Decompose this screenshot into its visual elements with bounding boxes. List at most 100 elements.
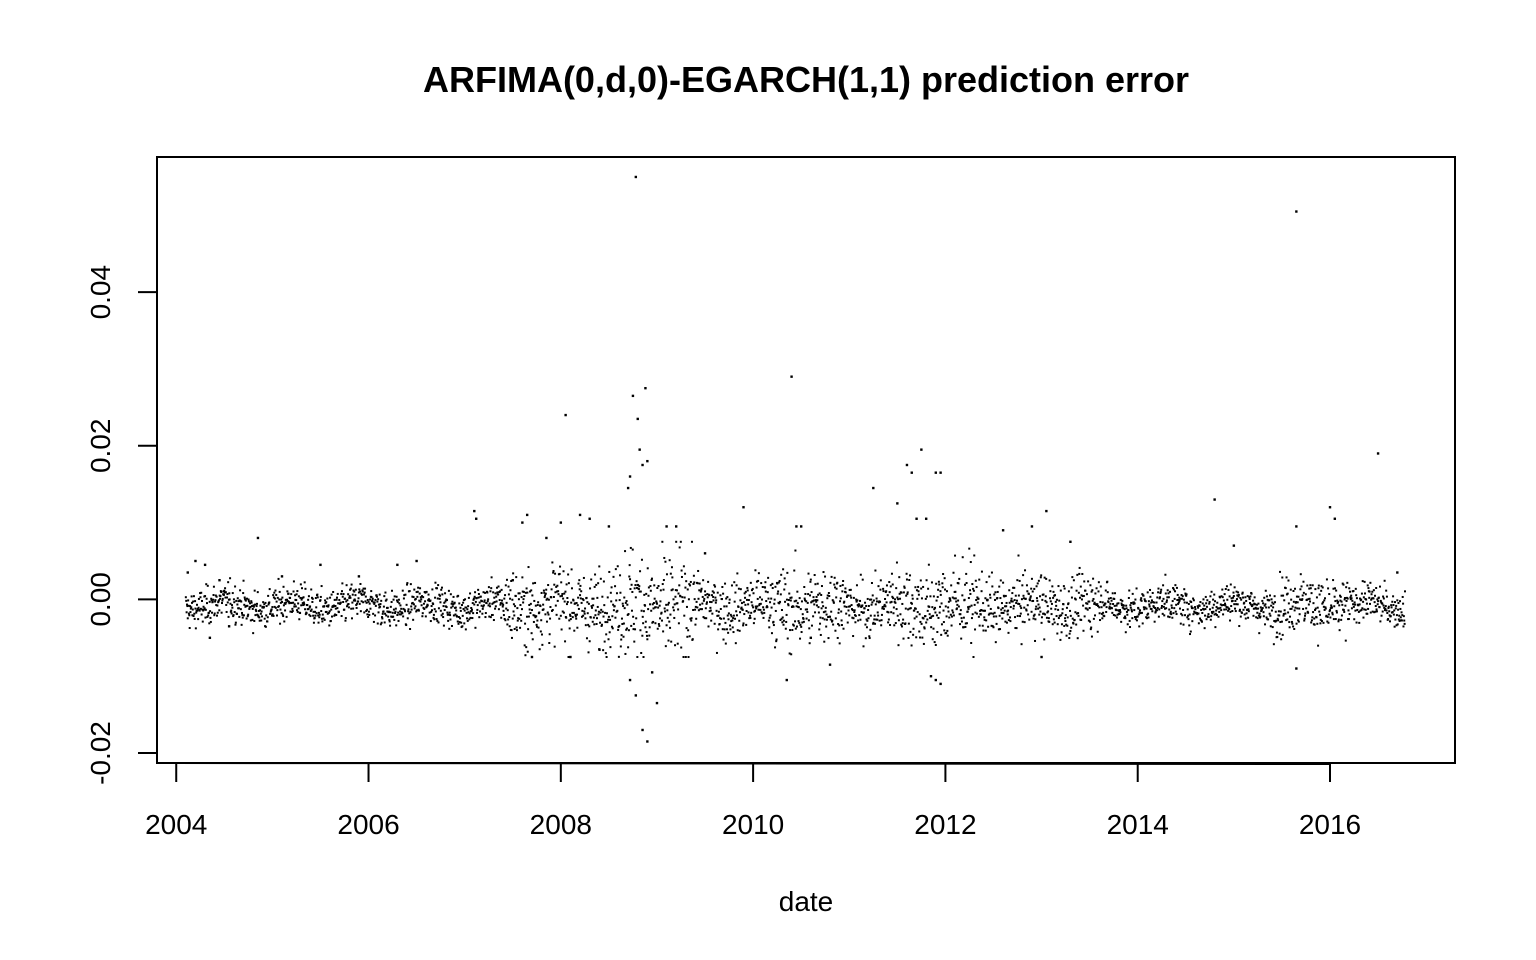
data-point	[1312, 611, 1315, 614]
data-point	[1197, 612, 1200, 615]
data-point	[1171, 616, 1174, 619]
data-point	[958, 577, 961, 580]
data-point	[615, 599, 618, 602]
data-point	[836, 581, 839, 584]
data-point	[324, 599, 327, 602]
data-point	[396, 614, 399, 617]
data-point	[829, 618, 832, 621]
data-point	[1175, 613, 1178, 616]
data-point	[1002, 581, 1005, 584]
data-point	[230, 604, 233, 607]
data-point	[868, 637, 871, 640]
data-point	[768, 626, 771, 629]
data-point	[256, 536, 260, 540]
data-point	[1232, 596, 1235, 599]
data-point	[719, 607, 722, 610]
data-point	[852, 596, 855, 599]
data-point	[249, 605, 252, 608]
data-point	[865, 604, 868, 607]
data-point	[1157, 615, 1160, 618]
data-point	[840, 610, 843, 613]
data-point	[690, 617, 693, 620]
data-point	[795, 605, 798, 608]
data-point	[609, 591, 612, 594]
data-point	[237, 607, 240, 610]
data-point	[1104, 602, 1107, 605]
data-point	[502, 603, 505, 606]
data-point	[483, 600, 486, 603]
data-point	[492, 601, 495, 604]
data-point	[1195, 612, 1198, 615]
data-point	[404, 610, 407, 613]
data-point	[342, 601, 345, 604]
data-point	[409, 583, 412, 586]
data-point	[1282, 614, 1285, 617]
data-point	[1312, 602, 1315, 605]
data-point	[1310, 592, 1313, 595]
data-point	[986, 598, 989, 601]
data-point	[523, 595, 526, 598]
data-point	[677, 608, 680, 611]
data-point	[519, 614, 522, 617]
data-point	[915, 636, 918, 639]
data-point	[1152, 601, 1155, 604]
data-point	[728, 598, 731, 601]
data-point	[650, 577, 653, 580]
data-point	[1005, 601, 1008, 604]
data-point	[524, 591, 527, 594]
data-point	[803, 586, 806, 589]
data-point	[577, 596, 580, 599]
data-point	[712, 599, 715, 602]
data-point	[1387, 605, 1390, 608]
data-point	[278, 598, 281, 601]
data-point	[1136, 615, 1139, 618]
data-point	[191, 614, 194, 617]
data-point	[813, 574, 816, 577]
data-point	[810, 601, 813, 604]
data-point	[795, 525, 798, 528]
data-point	[535, 615, 538, 618]
data-point	[978, 578, 981, 581]
data-point	[208, 636, 212, 640]
data-point	[587, 602, 590, 605]
data-point	[1163, 614, 1166, 617]
data-point	[511, 598, 514, 601]
data-point	[672, 606, 675, 609]
data-point	[869, 598, 872, 601]
data-point	[405, 583, 408, 586]
data-point	[1006, 613, 1009, 616]
data-point	[553, 583, 556, 586]
data-point	[835, 587, 838, 590]
data-point	[578, 579, 581, 582]
data-point	[1208, 600, 1211, 603]
data-point	[1166, 596, 1169, 599]
data-point	[892, 606, 895, 609]
data-point	[875, 618, 878, 621]
data-point	[972, 587, 975, 590]
data-point	[198, 609, 201, 612]
data-point	[242, 579, 245, 582]
data-point	[186, 571, 189, 574]
data-point	[1326, 615, 1329, 618]
data-point	[301, 602, 304, 605]
data-point	[706, 596, 709, 599]
data-point	[359, 610, 362, 613]
data-point	[1304, 614, 1307, 617]
data-point	[1179, 607, 1182, 610]
data-point	[764, 590, 767, 593]
data-point	[1347, 618, 1350, 621]
data-point	[1368, 596, 1371, 599]
data-point	[850, 604, 853, 607]
data-point	[326, 597, 329, 600]
data-point	[1024, 569, 1027, 572]
data-point	[578, 588, 581, 591]
data-point	[707, 580, 710, 583]
data-point	[383, 621, 386, 624]
data-point	[919, 620, 922, 623]
data-point	[1324, 597, 1327, 600]
data-point	[1015, 599, 1018, 602]
data-point	[414, 597, 417, 600]
data-point	[908, 578, 911, 581]
data-point	[482, 591, 485, 594]
data-point	[610, 586, 613, 589]
